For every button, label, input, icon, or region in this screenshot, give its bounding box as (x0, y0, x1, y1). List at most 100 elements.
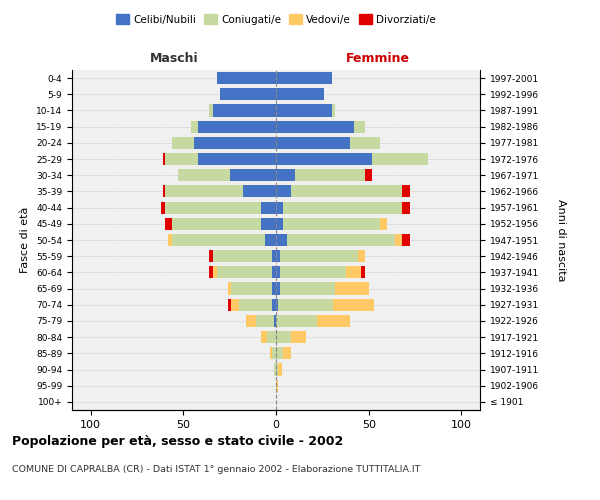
Bar (276, 315, 317, 327)
Bar (276, 186, 291, 198)
Bar (402, 186, 410, 198)
Bar (380, 218, 387, 230)
Bar (272, 298, 276, 311)
Bar (213, 104, 276, 117)
Bar (395, 234, 402, 246)
Bar (402, 234, 410, 246)
Bar (283, 218, 380, 230)
Bar (278, 364, 281, 376)
Bar (232, 282, 272, 294)
Bar (209, 250, 213, 262)
Bar (217, 72, 276, 84)
Bar (276, 88, 324, 101)
Bar (220, 88, 276, 101)
Bar (276, 120, 354, 132)
Bar (191, 120, 198, 132)
Bar (172, 234, 265, 246)
Bar (276, 137, 350, 149)
Bar (287, 234, 395, 246)
Bar (276, 380, 278, 392)
Bar (291, 186, 402, 198)
Bar (317, 315, 350, 327)
Text: Popolazione per età, sesso e stato civile - 2002: Popolazione per età, sesso e stato civil… (12, 435, 343, 448)
Bar (332, 104, 335, 117)
Bar (276, 72, 332, 84)
Text: Femmine: Femmine (346, 52, 410, 65)
Bar (276, 234, 287, 246)
Bar (261, 331, 267, 343)
Bar (361, 266, 365, 278)
Bar (276, 202, 283, 213)
Bar (239, 298, 272, 311)
Bar (165, 202, 261, 213)
Bar (261, 202, 276, 213)
Bar (272, 282, 276, 294)
Bar (217, 266, 272, 278)
Bar (163, 153, 165, 165)
Bar (283, 202, 402, 213)
Bar (295, 169, 365, 181)
Bar (161, 202, 165, 213)
Bar (276, 218, 283, 230)
Bar (274, 364, 276, 376)
Bar (280, 282, 335, 294)
Bar (280, 250, 358, 262)
Bar (278, 298, 334, 311)
Bar (358, 250, 365, 262)
Bar (267, 331, 276, 343)
Bar (335, 282, 369, 294)
Bar (334, 298, 374, 311)
Text: COMUNE DI CAPRALBA (CR) - Dati ISTAT 1° gennaio 2002 - Elaborazione TUTTITALIA.I: COMUNE DI CAPRALBA (CR) - Dati ISTAT 1° … (12, 465, 421, 474)
Bar (163, 186, 165, 198)
Bar (402, 202, 410, 213)
Bar (165, 153, 198, 165)
Bar (213, 266, 217, 278)
Bar (209, 104, 213, 117)
Bar (228, 298, 232, 311)
Bar (169, 234, 172, 246)
Bar (283, 348, 291, 360)
Bar (265, 234, 276, 246)
Bar (276, 348, 283, 360)
Bar (350, 137, 380, 149)
Bar (272, 348, 276, 360)
Bar (276, 153, 373, 165)
Bar (213, 250, 272, 262)
Bar (165, 218, 172, 230)
Bar (274, 315, 276, 327)
Bar (276, 298, 278, 311)
Bar (198, 153, 276, 165)
Bar (261, 218, 276, 230)
Bar (373, 153, 428, 165)
Bar (291, 331, 305, 343)
Legend: Celibi/Nubili, Coniugati/e, Vedovi/e, Divorziati/e: Celibi/Nubili, Coniugati/e, Vedovi/e, Di… (112, 10, 440, 29)
Bar (272, 250, 276, 262)
Bar (172, 218, 261, 230)
Y-axis label: Anni di nascita: Anni di nascita (556, 198, 566, 281)
Bar (247, 315, 256, 327)
Bar (165, 186, 242, 198)
Bar (276, 364, 278, 376)
Bar (230, 169, 276, 181)
Y-axis label: Fasce di età: Fasce di età (20, 207, 31, 273)
Bar (276, 282, 280, 294)
Bar (209, 266, 213, 278)
Bar (276, 331, 291, 343)
Bar (194, 137, 276, 149)
Bar (256, 315, 274, 327)
Text: Maschi: Maschi (149, 52, 199, 65)
Bar (276, 104, 332, 117)
Bar (242, 186, 276, 198)
Bar (280, 266, 346, 278)
Bar (272, 266, 276, 278)
Bar (276, 169, 295, 181)
Bar (354, 120, 365, 132)
Bar (346, 266, 361, 278)
Bar (271, 348, 272, 360)
Bar (276, 266, 280, 278)
Bar (172, 137, 194, 149)
Bar (178, 169, 230, 181)
Bar (365, 169, 373, 181)
Bar (232, 298, 239, 311)
Bar (228, 282, 232, 294)
